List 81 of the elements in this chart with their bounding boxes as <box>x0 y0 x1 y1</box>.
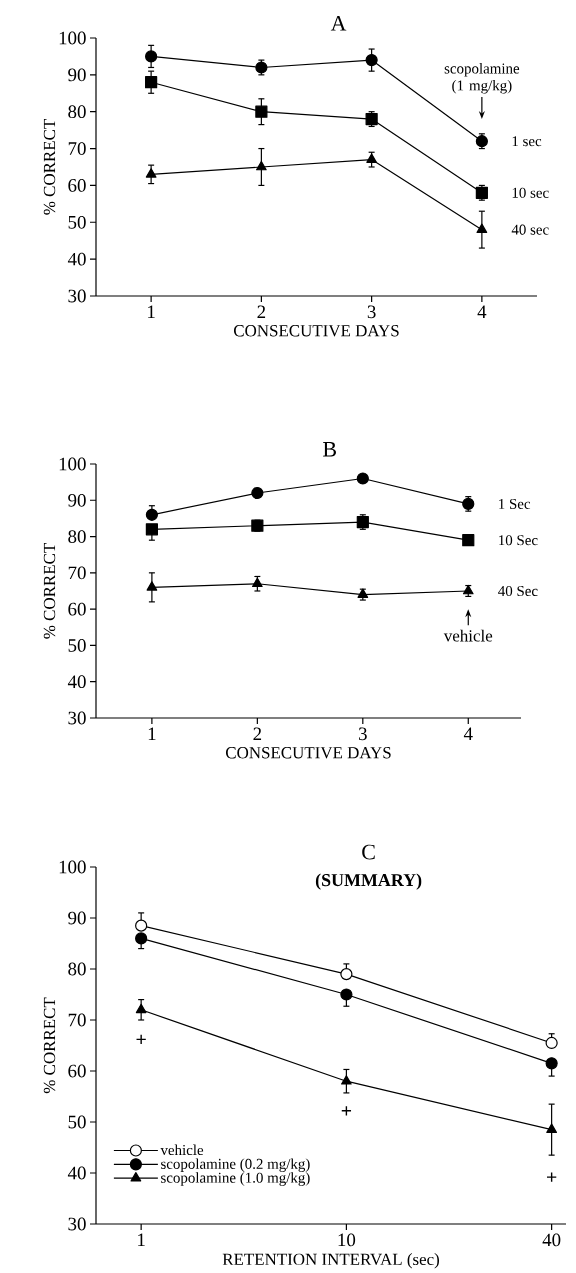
point <box>340 988 353 1001</box>
x-tick-label: 10 <box>338 1233 356 1247</box>
point <box>365 54 378 67</box>
point <box>145 168 157 178</box>
point <box>356 472 369 485</box>
chart-title: C <box>362 844 375 860</box>
point <box>341 1075 352 1085</box>
point <box>545 1057 558 1070</box>
point <box>476 223 488 233</box>
y-tick-label: 60 <box>68 602 86 616</box>
y-tick-label: 30 <box>68 711 86 725</box>
y-tick-label: 80 <box>68 530 86 543</box>
point <box>546 1123 557 1133</box>
chart-title: A <box>330 16 347 31</box>
series-label: 40 sec <box>511 224 549 235</box>
point <box>255 105 268 118</box>
legend-label: scopolamine (1.0 mg/kg) <box>161 1172 310 1186</box>
y-tick-label: 40 <box>67 1166 86 1180</box>
point <box>145 50 158 63</box>
series-label: 40 Sec <box>498 585 538 597</box>
y-tick-label: 30 <box>68 289 86 303</box>
y-tick-label: 50 <box>68 1115 86 1129</box>
y-tick-label: 90 <box>68 493 86 507</box>
point <box>135 919 148 932</box>
point <box>145 523 158 536</box>
y-tick-label: 100 <box>59 860 86 874</box>
y-tick-label: 80 <box>68 962 86 976</box>
point <box>256 160 267 171</box>
y-tick-label: 90 <box>68 68 86 82</box>
y-tick-label: 40 <box>67 252 86 266</box>
y-axis-title: % CORRECT <box>43 119 56 215</box>
y-tick-label: 70 <box>68 1013 86 1027</box>
y-tick-label: 100 <box>59 31 86 45</box>
series-label: 10 sec <box>512 187 549 198</box>
chart-subtitle: (SUMMARY) <box>315 873 422 890</box>
x-tick-label: 40 <box>542 1233 561 1247</box>
annotation: + <box>547 1172 557 1182</box>
y-tick-label: 90 <box>68 911 86 925</box>
x-tick-label: 3 <box>367 305 376 319</box>
y-axis-title: % CORRECT <box>43 543 56 639</box>
annotation: + <box>341 1106 352 1116</box>
annotation: vehicle <box>443 629 493 642</box>
point <box>135 1003 147 1014</box>
y-tick-label: 70 <box>68 142 86 155</box>
x-axis-title: CONSECUTIVE DAYS <box>233 325 399 337</box>
series-label: 1 Sec <box>499 498 531 509</box>
point <box>135 932 148 945</box>
annotation: scopolamine (1 mg/kg) <box>444 63 520 94</box>
y-tick-label: 50 <box>68 639 86 652</box>
x-tick-label: 1 <box>148 305 155 318</box>
chart-title: B <box>323 442 336 457</box>
legend-label: scopolamine (0.2 mg/kg) <box>161 1158 310 1172</box>
x-tick-label: 1 <box>148 727 156 740</box>
x-tick-label: 3 <box>358 727 367 741</box>
y-tick-label: 30 <box>68 1217 86 1231</box>
point <box>145 76 158 89</box>
annotation: + <box>136 1034 146 1045</box>
point <box>146 581 158 591</box>
point <box>251 577 263 588</box>
legend-label: vehicle <box>160 1144 204 1156</box>
x-axis-title: CONSECUTIVE DAYS <box>225 747 391 759</box>
x-tick-label: 4 <box>477 305 487 318</box>
y-tick-label: 40 <box>67 675 86 689</box>
x-tick-label: 2 <box>257 305 266 319</box>
y-tick-label: 100 <box>59 457 86 471</box>
x-axis-title: RETENTION INTERVAL (sec) <box>222 1253 440 1269</box>
point <box>340 968 353 981</box>
y-tick-label: 70 <box>68 566 86 580</box>
series-label: 10 Sec <box>499 535 538 546</box>
x-tick-label: 1 <box>138 1233 145 1247</box>
y-tick-label: 60 <box>68 179 86 192</box>
point <box>251 486 264 500</box>
y-axis-title: % CORRECT <box>43 997 56 1094</box>
y-tick-label: 60 <box>68 1064 86 1078</box>
y-tick-label: 80 <box>68 105 86 119</box>
x-tick-label: 4 <box>463 727 473 740</box>
point <box>255 61 268 74</box>
series-label: 1 sec <box>512 136 542 147</box>
x-tick-label: 2 <box>253 727 262 741</box>
point <box>462 534 475 547</box>
y-tick-label: 50 <box>68 215 86 229</box>
